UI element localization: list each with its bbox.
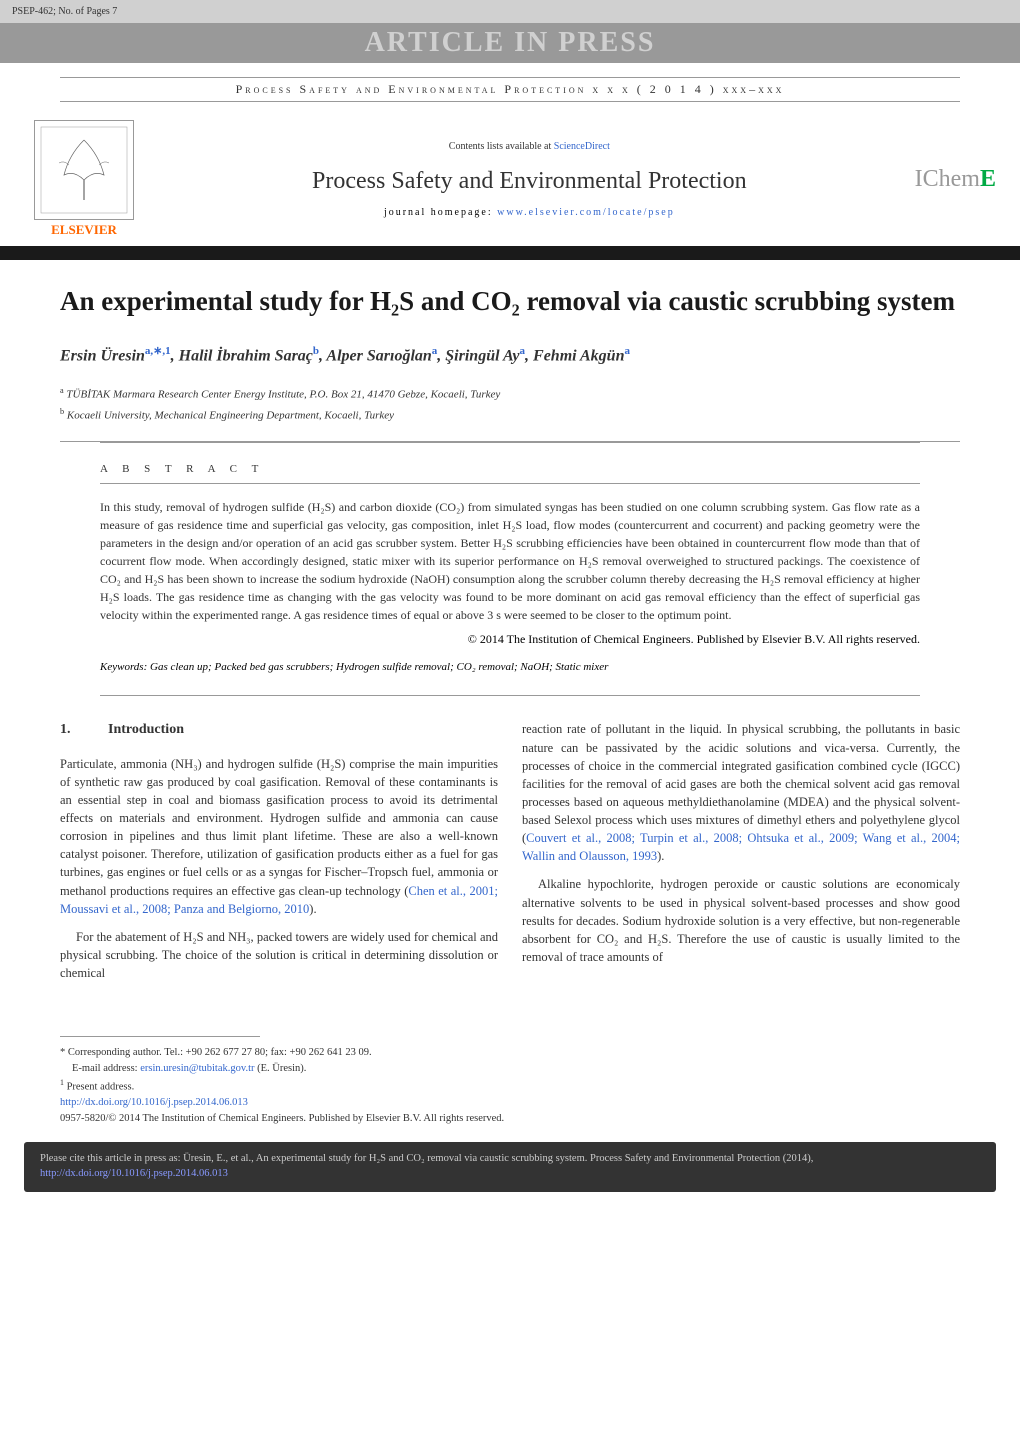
icheme-logo: IChemE [915,166,996,193]
elsevier-tree-icon [34,120,134,220]
journal-center-block: Contents lists available at ScienceDirec… [160,141,899,218]
journal-name: Process Safety and Environmental Protect… [160,168,899,195]
section-1-heading: 1.Introduction [60,720,498,740]
article-title: An experimental study for H₂S and CO₂ re… [60,284,960,319]
abstract-label: a b s t r a c t [100,463,920,484]
sciencedirect-link[interactable]: ScienceDirect [554,141,610,152]
keywords: Keywords: Gas clean up; Packed bed gas s… [100,659,920,676]
issn-line: 0957-5820/© 2014 The Institution of Chem… [60,1111,960,1127]
journal-masthead: ELSEVIER Contents lists available at Sci… [0,116,1020,246]
email-line: E-mail address: ersin.uresin@tubitak.gov… [60,1061,960,1077]
abstract-text: In this study, removal of hydrogen sulfi… [100,498,920,624]
abstract-section: a b s t r a c t In this study, removal o… [100,442,920,697]
journal-homepage-link[interactable]: www.elsevier.com/locate/psep [497,207,675,218]
affiliations: a TÜBİTAK Marmara Research Center Energy… [60,384,960,425]
column-left: 1.Introduction Particulate, ammonia (NH₃… [60,720,498,992]
author-list: Ersin Üresina,∗,1, Halil İbrahim Saraçb,… [60,343,960,368]
body-paragraph: Particulate, ammonia (NH₃) and hydrogen … [60,755,498,918]
email-link[interactable]: ersin.uresin@tubitak.gov.tr [140,1063,254,1074]
present-address: 1 Present address. [60,1077,960,1095]
citation-footer: Please cite this article in press as: Ür… [24,1142,996,1191]
article-in-press-banner: ARTICLE IN PRESS [0,23,1020,63]
divider-bar [0,246,1020,260]
citation-link[interactable]: Couvert et al., 2008; Turpin et al., 200… [522,831,960,863]
contents-available: Contents lists available at ScienceDirec… [160,141,899,152]
elsevier-label: ELSEVIER [51,222,117,238]
corresponding-author: * Corresponding author. Tel.: +90 262 67… [60,1045,960,1061]
citation-doi-link[interactable]: http://dx.doi.org/10.1016/j.psep.2014.06… [40,1168,228,1179]
footnotes: * Corresponding author. Tel.: +90 262 67… [0,1036,1020,1142]
article-ref-header: PSEP-462; No. of Pages 7 [0,0,1020,23]
abstract-copyright: © 2014 The Institution of Chemical Engin… [100,632,920,647]
body-paragraph: reaction rate of pollutant in the liquid… [522,720,960,865]
elsevier-logo-block: ELSEVIER [24,120,144,238]
body-paragraph: Alkaline hypochlorite, hydrogen peroxide… [522,875,960,966]
doi-link[interactable]: http://dx.doi.org/10.1016/j.psep.2014.06… [60,1097,248,1108]
article-content: An experimental study for H₂S and CO₂ re… [0,260,1020,1012]
column-right: reaction rate of pollutant in the liquid… [522,720,960,992]
article-ref: PSEP-462; No. of Pages 7 [12,6,117,17]
journal-homepage: journal homepage: www.elsevier.com/locat… [160,207,899,218]
body-paragraph: For the abatement of H₂S and NH₃, packed… [60,928,498,982]
body-columns: 1.Introduction Particulate, ammonia (NH₃… [60,720,960,992]
doi-line: http://dx.doi.org/10.1016/j.psep.2014.06… [60,1095,960,1111]
journal-citation-line: Process Safety and Environmental Protect… [0,63,1020,116]
